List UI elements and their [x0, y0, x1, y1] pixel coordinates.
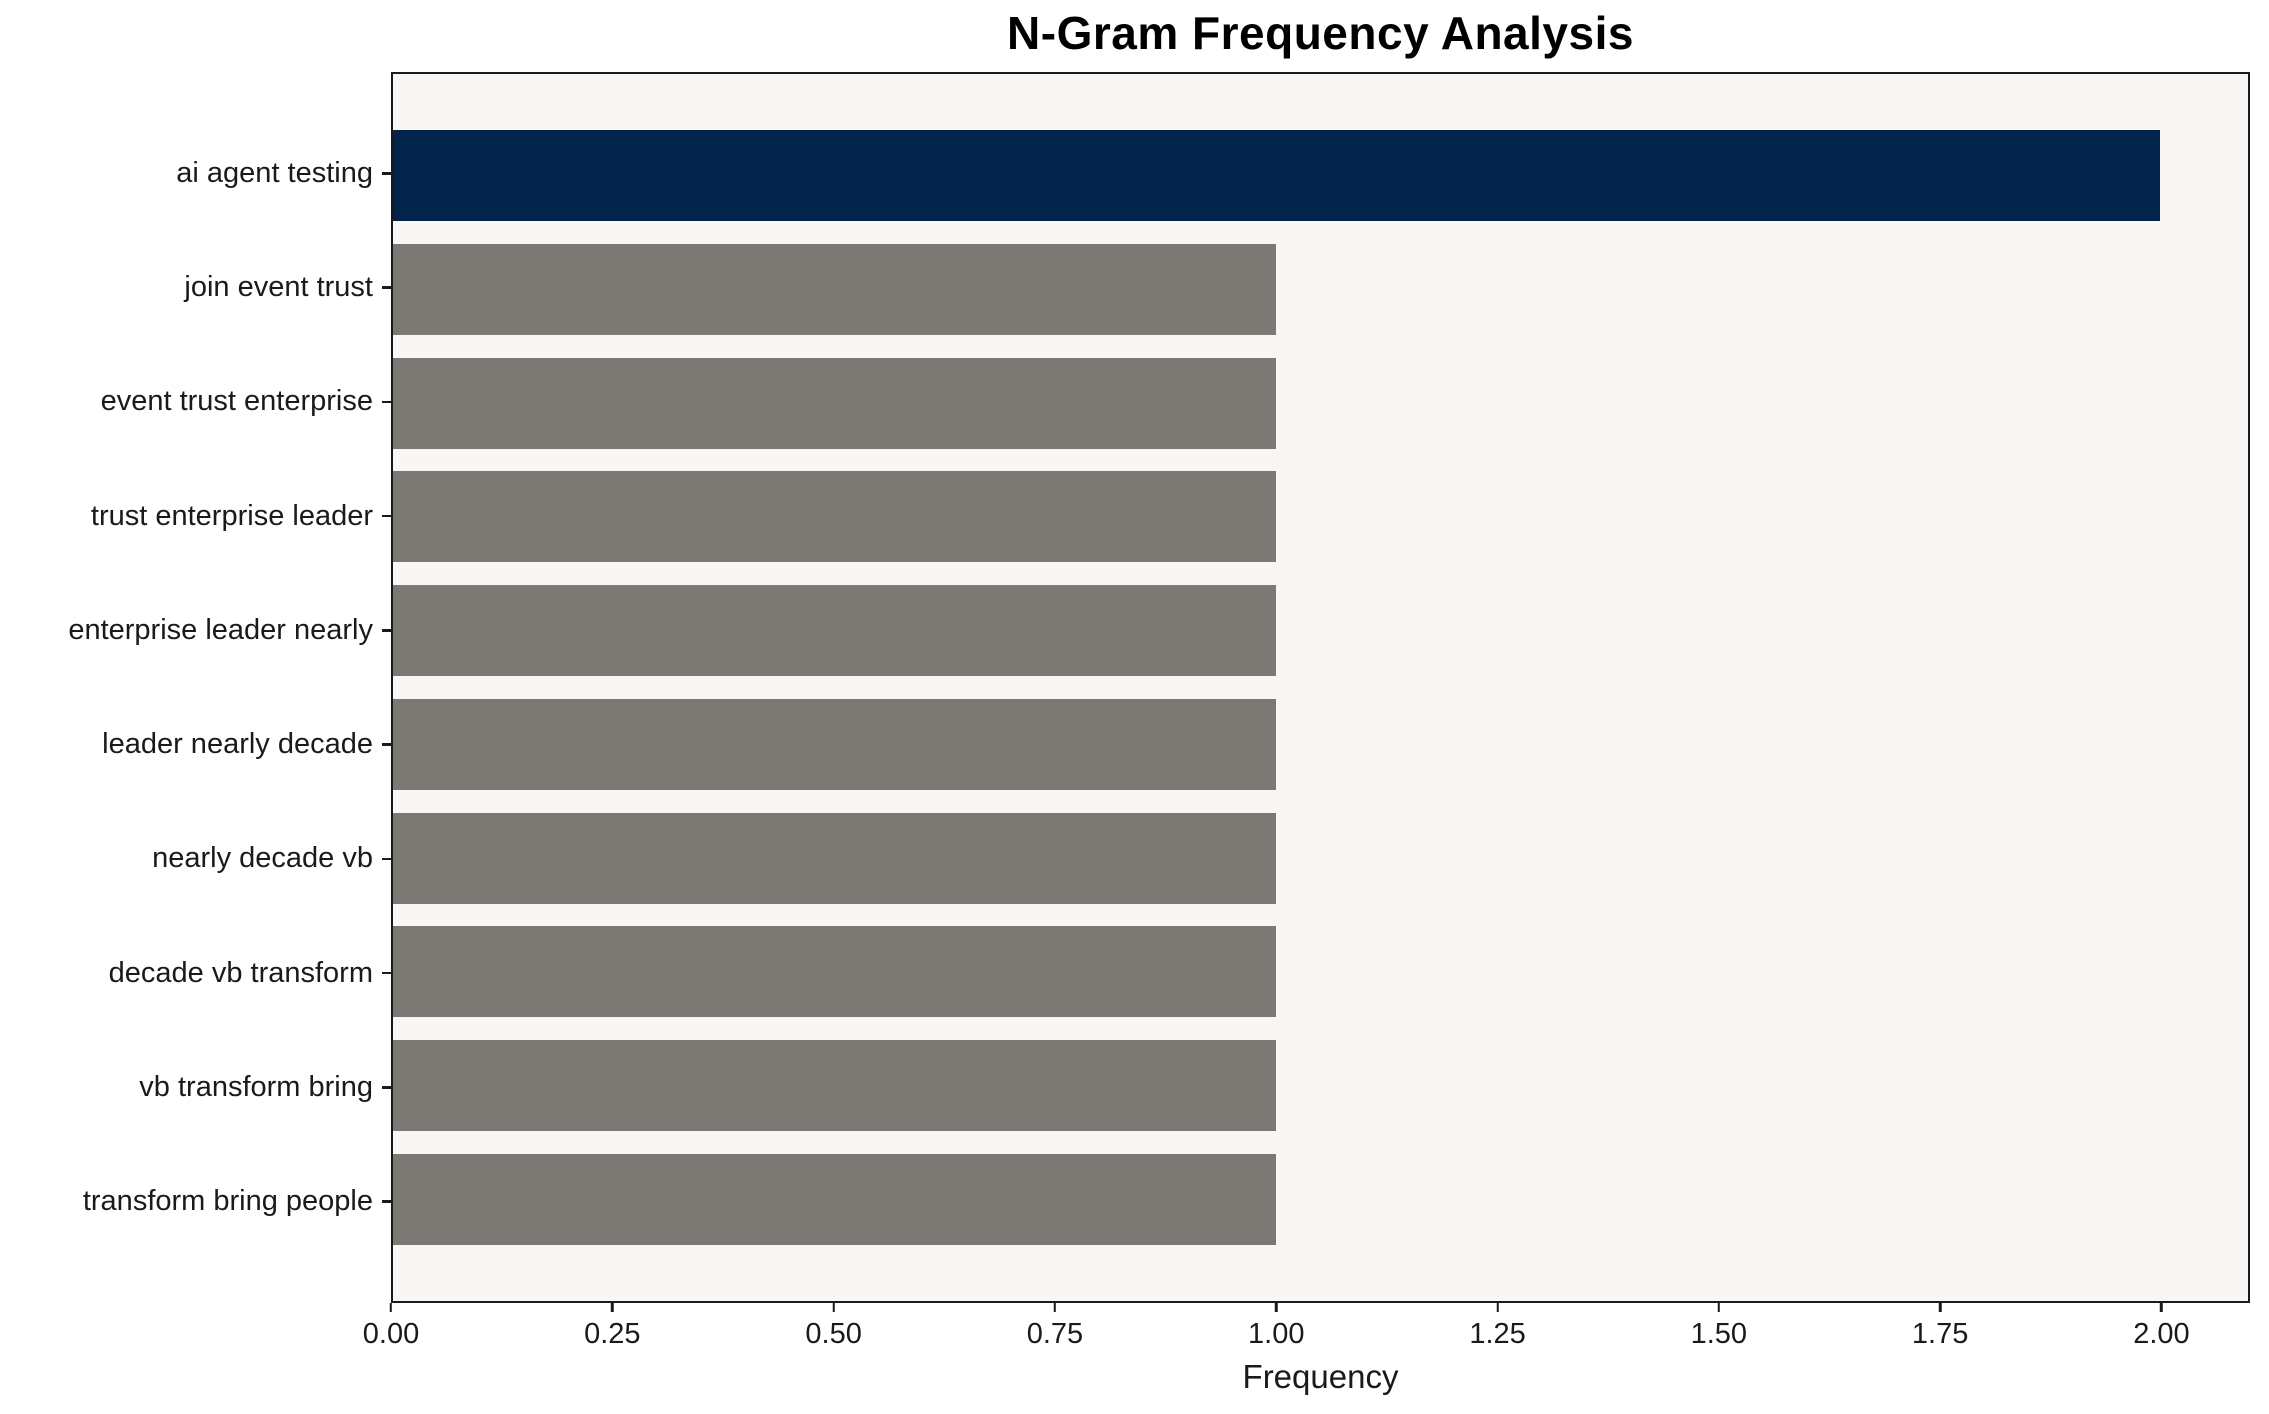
- x-tick-mark: [1717, 1303, 1721, 1312]
- y-label-row: enterprise leader nearly: [0, 585, 391, 676]
- x-tick: 0.00: [363, 1303, 419, 1351]
- y-tick-mark: [382, 286, 391, 289]
- x-tick-mark: [832, 1303, 835, 1312]
- bars-container: [393, 74, 2248, 1301]
- y-tick-label: vb transform bring: [139, 1070, 373, 1103]
- y-tick-mark: [382, 172, 391, 175]
- y-tick-label: leader nearly decade: [102, 728, 373, 761]
- bar-transform-bring-people: [393, 1153, 1277, 1245]
- y-tick-label: decade vb transform: [108, 956, 373, 989]
- x-tick-mark: [1053, 1303, 1057, 1312]
- bar-ai-agent-testing: [393, 130, 2160, 221]
- bar-decade-vb-transform: [393, 926, 1277, 1018]
- y-label-row: join event trust: [0, 242, 391, 333]
- y-label-row: decade vb transform: [0, 928, 391, 1019]
- x-tick: 0.75: [1027, 1303, 1083, 1351]
- x-tick: 1.25: [1469, 1303, 1526, 1351]
- bar-leader-nearly-decade: [393, 698, 1277, 790]
- x-tick: 1.00: [1248, 1303, 1304, 1351]
- x-tick: 1.75: [1912, 1303, 1968, 1351]
- bar-vb-transform-bring: [393, 1040, 1277, 1132]
- x-tick-label: 1.75: [1911, 1318, 1969, 1350]
- y-label-row: event trust enterprise: [0, 356, 391, 447]
- x-tick-mark: [1274, 1303, 1278, 1312]
- y-label-row: leader nearly decade: [0, 699, 391, 790]
- y-tick-label: enterprise leader nearly: [68, 613, 373, 646]
- y-tick-label: event trust enterprise: [100, 385, 373, 418]
- x-tick-label: 1.00: [1248, 1318, 1305, 1350]
- x-tick-mark: [1938, 1303, 1942, 1312]
- x-tick: 2.00: [2133, 1303, 2190, 1351]
- x-tick-label: 1.50: [1690, 1318, 1748, 1350]
- x-axis-title: Frequency: [1242, 1358, 1399, 1395]
- y-tick-label: join event trust: [184, 271, 373, 304]
- y-tick-mark: [382, 400, 391, 404]
- y-label-row: vb transform bring: [0, 1042, 391, 1133]
- y-label-row: nearly decade vb: [0, 813, 391, 904]
- y-tick-mark: [382, 743, 391, 746]
- y-tick-mark: [382, 971, 391, 975]
- y-tick-mark: [382, 514, 391, 518]
- y-tick-mark: [382, 857, 391, 861]
- y-tick-label: transform bring people: [82, 1184, 373, 1217]
- x-tick: 0.50: [805, 1303, 862, 1351]
- x-tick-mark: [2160, 1303, 2163, 1312]
- y-axis-labels: ai agent testing join event trust event tr…: [0, 72, 391, 1303]
- y-tick-mark: [382, 1086, 391, 1089]
- y-tick-label: nearly decade vb: [152, 842, 373, 875]
- y-label-row: trust enterprise leader: [0, 471, 391, 562]
- y-tick-label: ai agent testing: [176, 157, 373, 189]
- x-tick-label: 0.00: [362, 1318, 420, 1350]
- bar-join-event-trust: [393, 243, 1277, 335]
- plot-area: [391, 72, 2250, 1303]
- bar-event-trust-enterprise: [393, 357, 1277, 449]
- x-tick-label: 1.25: [1469, 1318, 1526, 1350]
- chart-title: N-Gram Frequency Analysis: [1007, 7, 1634, 59]
- x-tick-label: 0.25: [584, 1318, 641, 1350]
- x-tick: 0.25: [584, 1303, 641, 1351]
- x-tick: 1.50: [1691, 1303, 1747, 1351]
- x-tick-label: 2.00: [2133, 1318, 2190, 1350]
- y-label-row: transform bring people: [0, 1156, 391, 1247]
- x-axis: 0.00 0.25 0.50 0.75 1.00 1.25 1.50 1.75 2.00: [363, 1303, 2250, 1363]
- bar-nearly-decade-vb: [393, 812, 1277, 904]
- bar-enterprise-leader-nearly: [393, 585, 1277, 677]
- x-tick-mark: [389, 1303, 393, 1312]
- y-tick-label: trust enterprise leader: [90, 499, 373, 532]
- x-tick-label: 0.75: [1026, 1318, 1084, 1350]
- x-tick-label: 0.50: [805, 1318, 862, 1350]
- y-label-row: ai agent testing: [0, 128, 391, 219]
- y-tick-mark: [382, 629, 391, 632]
- y-tick-mark: [382, 1200, 391, 1203]
- x-tick-mark: [611, 1303, 614, 1312]
- x-tick-mark: [1496, 1303, 1499, 1312]
- bar-trust-enterprise-leader: [393, 471, 1277, 563]
